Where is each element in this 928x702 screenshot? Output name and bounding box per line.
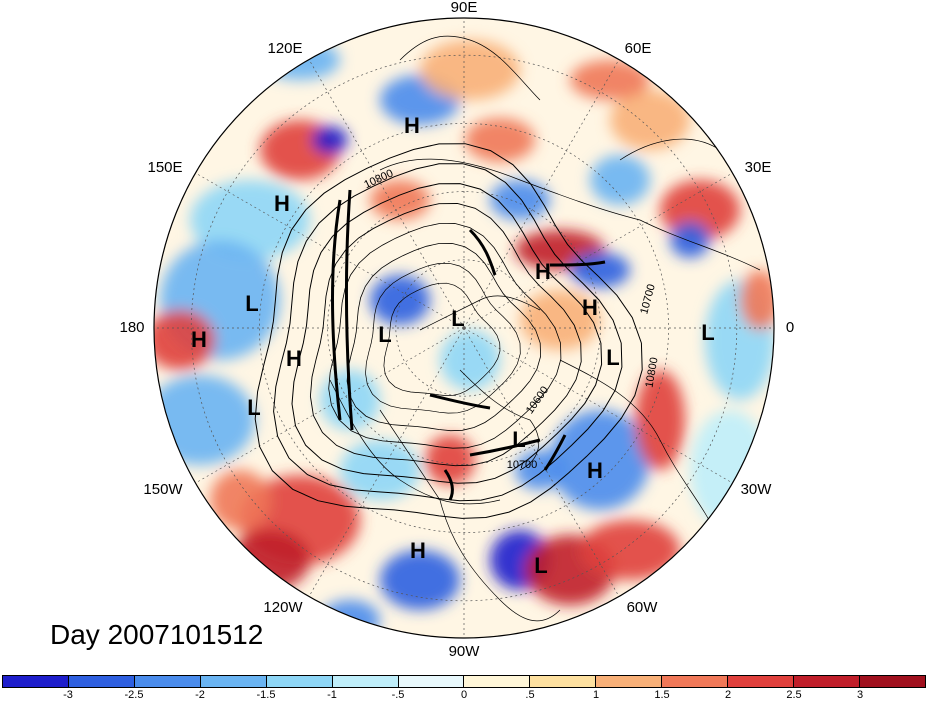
graticule: [154, 18, 774, 638]
map-boundary: [153, 17, 775, 639]
colorbar-tick-label: 2.5: [786, 689, 802, 701]
pressure-marker-l: L: [378, 322, 391, 347]
colorbar-box: [530, 676, 597, 687]
longitude-label: 0: [785, 319, 795, 336]
colorbar-tick-label: .5: [525, 689, 535, 701]
colorbar-box: [398, 676, 465, 687]
colorbar-tick-label: -3: [63, 689, 73, 701]
pressure-marker-l: L: [534, 553, 547, 578]
colorbar-box: [596, 676, 663, 687]
longitude-label: 180: [119, 319, 145, 336]
colorbar-tick-label: -1.5: [256, 689, 276, 701]
pressure-marker-l: L: [247, 395, 260, 420]
pressure-marker-h: H: [286, 346, 302, 371]
colorbar-tick-label: 3: [856, 689, 864, 701]
colorbar-tick-label: -1: [327, 689, 337, 701]
pressure-marker-h: H: [274, 191, 290, 216]
colorbar-box: [68, 676, 135, 687]
colorbar-box: [859, 676, 925, 687]
contour-label: 10800: [643, 356, 660, 388]
longitude-label: 120E: [267, 40, 303, 57]
height-contours: [254, 143, 643, 519]
colorbar-box: [266, 676, 333, 687]
pressure-marker-l: L: [245, 291, 258, 316]
colorbar: [2, 675, 926, 688]
pressure-marker-l: L: [606, 345, 619, 370]
pressure-marker-h: H: [404, 113, 420, 138]
colorbar-box: [3, 676, 69, 687]
longitude-label: 90E: [450, 0, 478, 16]
longitude-label: 30E: [744, 159, 772, 176]
colorbar-box: [464, 676, 531, 687]
pressure-marker-l: L: [701, 320, 714, 345]
colorbar-box: [134, 676, 201, 687]
pressure-marker-l: L: [512, 427, 525, 452]
pressure-marker-h: H: [410, 538, 426, 563]
pressure-marker-h: H: [582, 295, 598, 320]
anomaly-field: [154, 18, 774, 638]
longitude-label: 90W: [448, 643, 480, 660]
colorbar-tick-label: -2.5: [124, 689, 144, 701]
colorbar-box: [662, 676, 729, 687]
colorbar-tick-label: 1: [592, 689, 600, 701]
colorbar-tick-label: 2: [724, 689, 732, 701]
colorbar-box: [200, 676, 267, 687]
pressure-marker-h: H: [535, 259, 551, 284]
pressure-marker-h: H: [191, 327, 207, 352]
colorbar-box: [728, 676, 795, 687]
colorbar-tick-label: -2: [195, 689, 205, 701]
longitude-label: 150E: [147, 159, 183, 176]
coastlines: [329, 35, 771, 622]
colorbar-box: [332, 676, 399, 687]
colorbar-tick-label: -.5: [391, 689, 405, 701]
colorbar-labels: -3 -2.5 -2 -1.5 -1 -.5 0 .5 1 1.5 2 2.5 3: [0, 689, 928, 702]
day-label: Day 2007101512: [50, 619, 264, 650]
longitude-label: 30W: [740, 481, 772, 498]
longitude-label: 60E: [624, 40, 652, 57]
colorbar-tick-label: 1.5: [654, 689, 670, 701]
colorbar-tick-label: 0: [460, 689, 468, 701]
contour-label: 10700: [507, 459, 538, 471]
longitude-label: 120W: [263, 599, 303, 616]
longitude-label: 150W: [143, 481, 183, 498]
longitude-label: 60W: [626, 599, 658, 616]
pressure-marker-l: L: [451, 306, 464, 331]
colorbar-box: [794, 676, 860, 687]
pressure-marker-h: H: [587, 458, 603, 483]
